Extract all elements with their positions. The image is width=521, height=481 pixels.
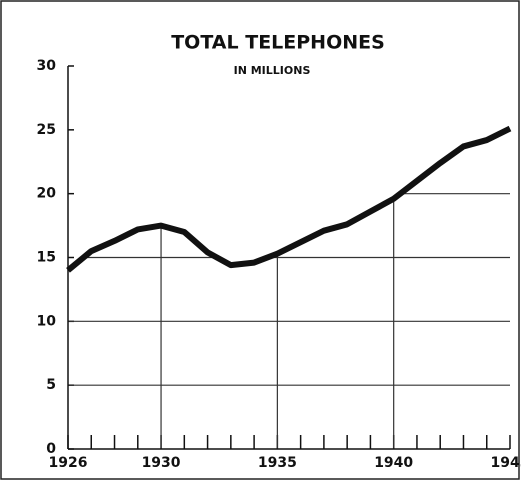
y-tick-label: 10 — [37, 313, 57, 329]
x-tick-label: 1945 — [491, 455, 521, 471]
y-tick-label: 15 — [37, 250, 56, 266]
x-tick-label: 1926 — [49, 455, 88, 471]
x-tick-label: 1930 — [142, 455, 181, 471]
y-tick-label: 0 — [46, 441, 56, 457]
data-line — [66, 125, 512, 273]
y-tick-label: 25 — [37, 122, 56, 138]
x-tick-label: 1935 — [258, 455, 297, 471]
chart-title: TOTAL TELEPHONES — [171, 32, 385, 54]
y-tick-label: 30 — [37, 58, 57, 74]
x-tick-label: 1940 — [374, 455, 413, 471]
y-tick-label: 5 — [46, 377, 56, 393]
chart-subtitle: IN MILLIONS — [234, 64, 311, 77]
y-tick-label: 20 — [37, 186, 57, 202]
